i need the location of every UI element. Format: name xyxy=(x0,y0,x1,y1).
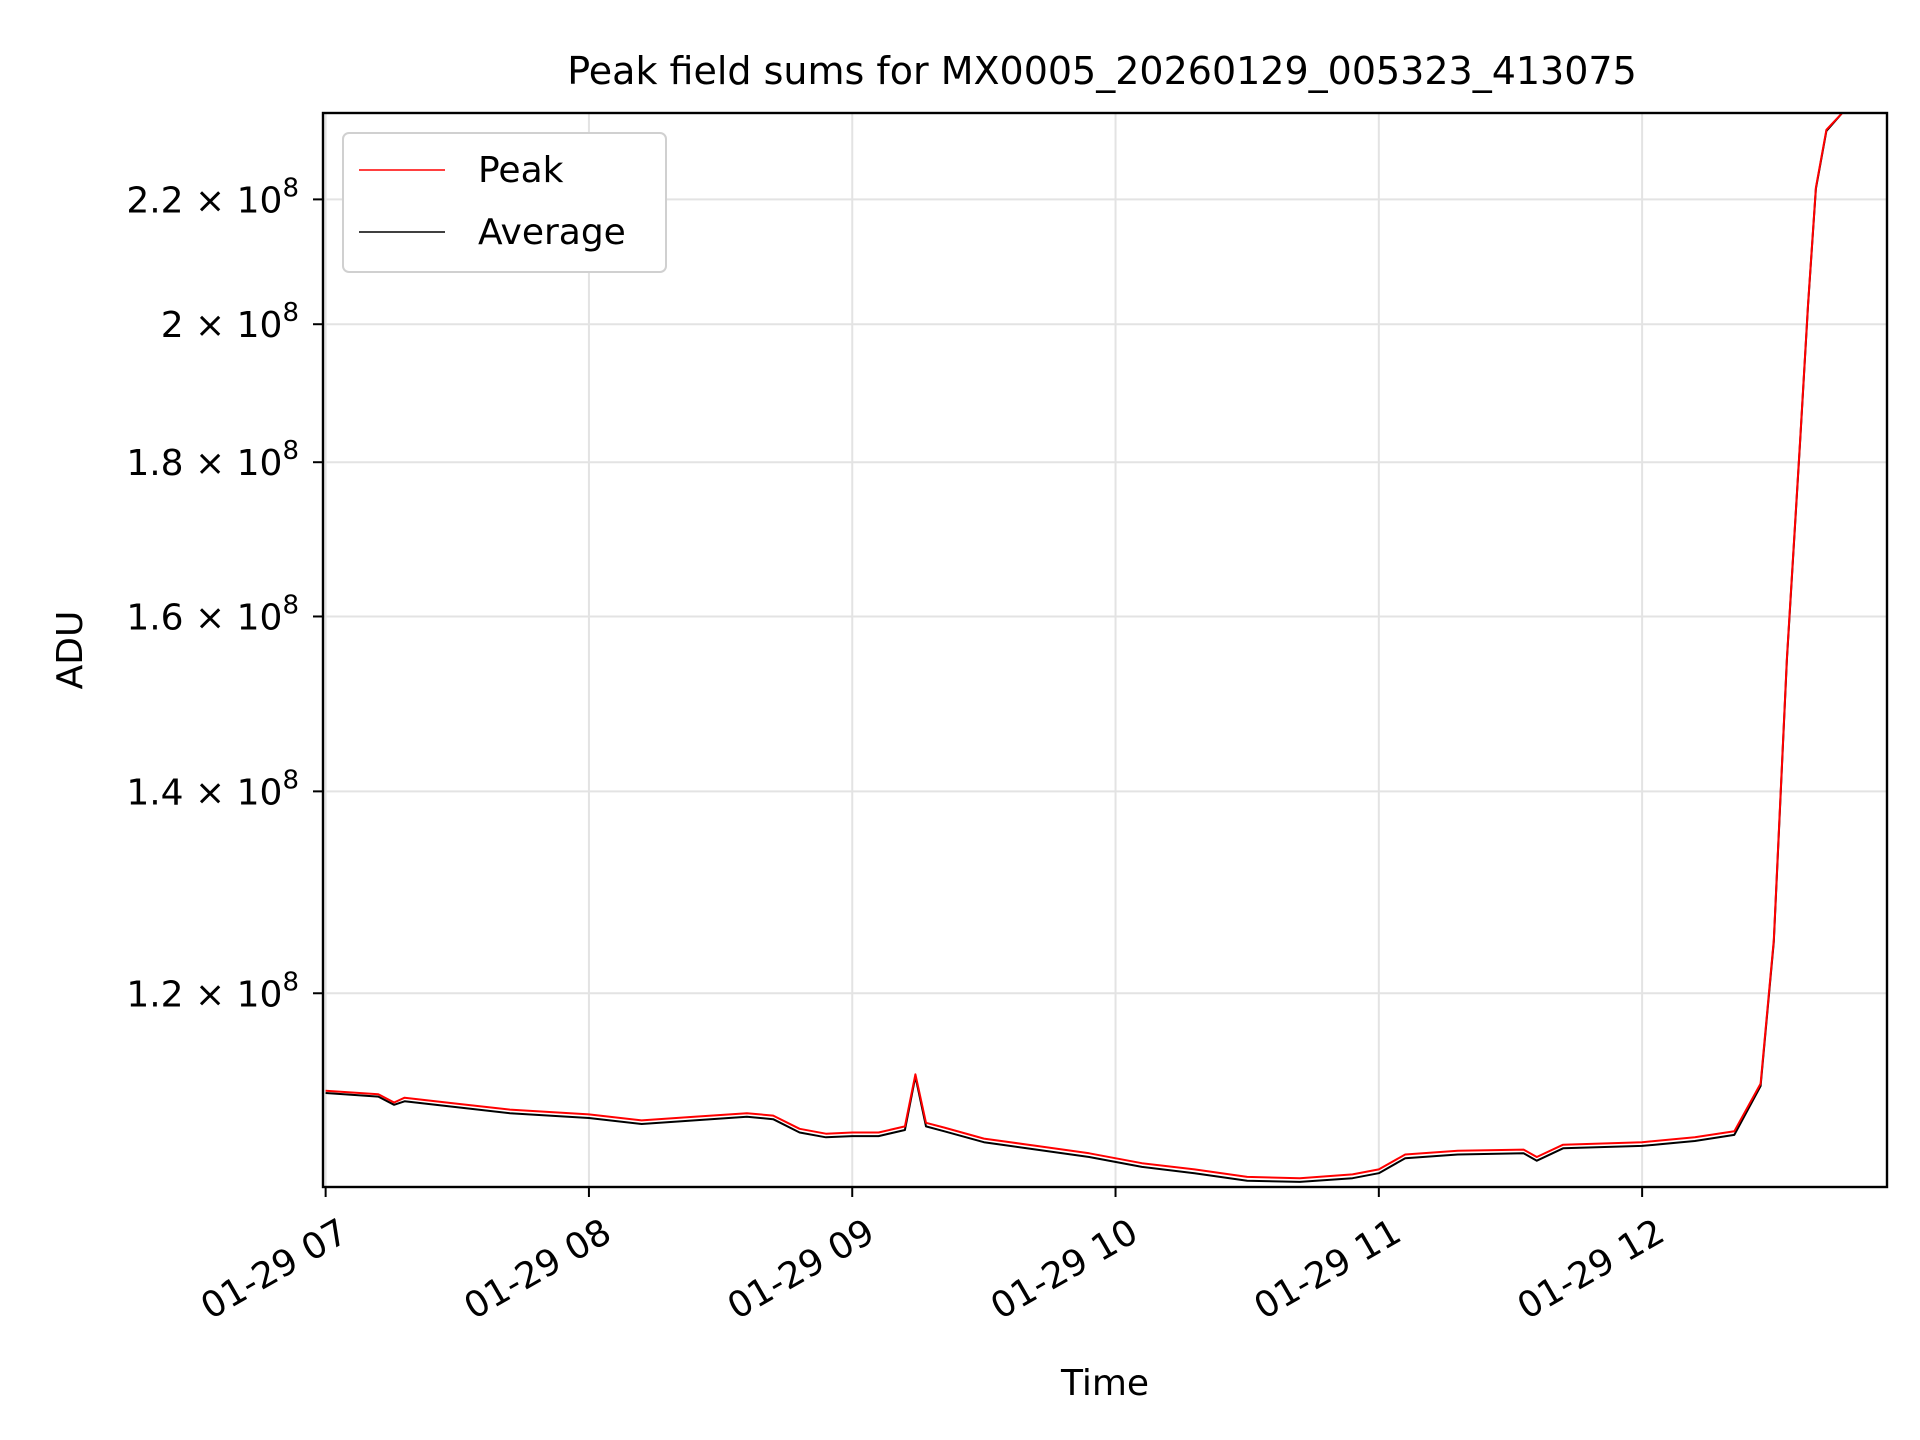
y-axis-label: ADU xyxy=(50,611,91,690)
chart-title: Peak field sums for MX0005_20260129_0053… xyxy=(567,49,1637,93)
legend-label-peak: Peak xyxy=(478,150,564,191)
legend-label-average: Average xyxy=(478,212,626,253)
plot-frame xyxy=(321,111,1889,1189)
x-tick-label: 01-29 10 xyxy=(984,1211,1145,1327)
x-tick-label: 01-29 09 xyxy=(721,1211,882,1327)
x-tick-label: 01-29 07 xyxy=(194,1211,355,1327)
y-tick-label: 2.2 × 108 xyxy=(126,173,299,221)
x-axis: 01-29 07 01-29 08 01-29 09 01-29 10 01-29 11… xyxy=(194,1187,1671,1328)
y-tick-label: 2 × 108 xyxy=(161,298,299,346)
legend: Peak Average xyxy=(342,132,667,273)
grid xyxy=(323,113,1887,1187)
y-axis: 1.2 × 108 1.4 × 108 1.6 × 108 1.8 × 108 2 × … xyxy=(126,173,323,1015)
y-tick-label: 1.6 × 108 xyxy=(126,590,299,638)
series-layer xyxy=(325,112,1843,1183)
y-tick-label: 1.8 × 108 xyxy=(126,436,299,484)
series-line-average xyxy=(325,112,1843,1183)
x-tick-label: 01-29 11 xyxy=(1247,1211,1408,1327)
x-axis-label: Time xyxy=(1060,1363,1149,1404)
x-tick-label: 01-29 12 xyxy=(1511,1211,1672,1327)
x-tick-label: 01-29 08 xyxy=(458,1211,619,1327)
series-line-peak xyxy=(325,112,1843,1180)
legend-box xyxy=(342,132,667,273)
y-tick-label: 1.4 × 108 xyxy=(126,765,299,813)
y-tick-label: 1.2 × 108 xyxy=(126,967,299,1015)
